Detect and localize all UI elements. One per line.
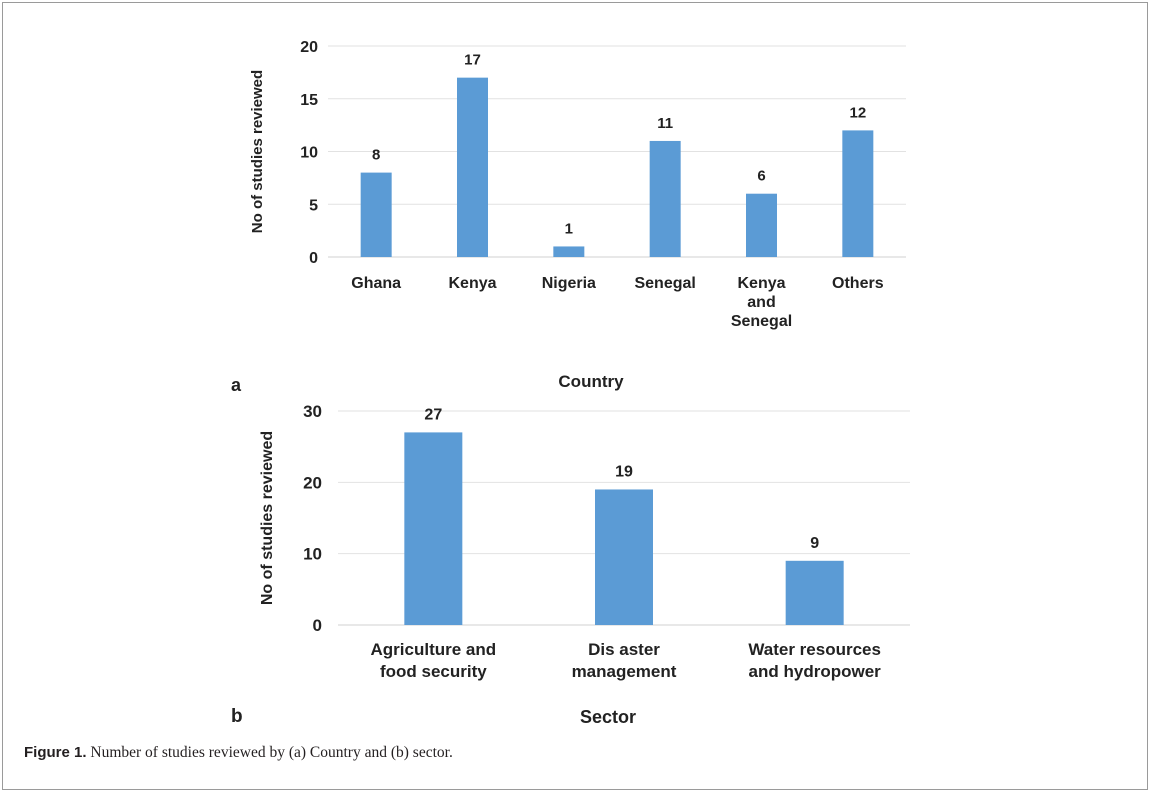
y-tick-label: 5 — [309, 197, 318, 214]
x-tick-label: Ghana — [351, 275, 401, 292]
bar — [842, 130, 874, 257]
x-tick-label: Agriculture and food security — [371, 640, 497, 681]
data-label: 9 — [810, 535, 819, 552]
y-tick-label: 20 — [300, 39, 318, 56]
x-tick-label: Water resources and hydropower — [748, 640, 881, 681]
x-tick-label: Nigeria — [542, 275, 596, 292]
figure-caption: Figure 1. Number of studies reviewed by … — [24, 744, 453, 762]
bar — [785, 560, 844, 625]
y-tick-label: 10 — [300, 145, 318, 162]
chart-country: 0 5 10 15 20 8 Ghana 17 Kenya 1 Nigeria 11 Senegal 6 K… — [231, 39, 906, 395]
caption-text: Number of studies reviewed by (a) Countr… — [86, 744, 453, 761]
bar — [746, 193, 777, 257]
x-tick-label: Dis aster management — [572, 640, 677, 681]
x-tick-label: Senegal — [634, 275, 695, 292]
bar — [360, 172, 392, 257]
y-axis-title: No of studies reviewed — [249, 70, 266, 233]
y-axis-title: No of studies reviewed — [259, 431, 276, 605]
panel-label: a — [231, 375, 242, 395]
data-label: 1 — [565, 220, 573, 237]
panel-label: b — [231, 706, 243, 727]
y-tick-label: 10 — [303, 545, 322, 564]
data-label: 17 — [464, 52, 481, 69]
bar — [649, 140, 681, 257]
x-tick-label: Kenya and Senegal — [731, 275, 792, 330]
caption-label: Figure 1. — [24, 744, 87, 761]
y-tick-label: 15 — [300, 92, 318, 109]
y-tick-label: 20 — [303, 473, 322, 492]
bar — [553, 246, 585, 257]
data-label: 6 — [757, 168, 765, 185]
y-tick-label: 0 — [313, 616, 322, 635]
data-label: 11 — [657, 115, 673, 132]
x-tick-label: Kenya — [448, 275, 496, 292]
data-label: 27 — [424, 406, 442, 423]
y-tick-label: 0 — [309, 250, 318, 267]
x-tick-label: Others — [832, 275, 884, 292]
data-label: 19 — [615, 463, 633, 480]
data-label: 12 — [849, 104, 866, 121]
x-axis-title: Sector — [580, 707, 636, 727]
bar — [404, 432, 463, 625]
bar — [595, 489, 653, 625]
bar — [457, 77, 488, 258]
data-label: 8 — [372, 147, 380, 164]
x-axis-title: Country — [558, 372, 624, 391]
y-tick-label: 30 — [303, 402, 322, 421]
